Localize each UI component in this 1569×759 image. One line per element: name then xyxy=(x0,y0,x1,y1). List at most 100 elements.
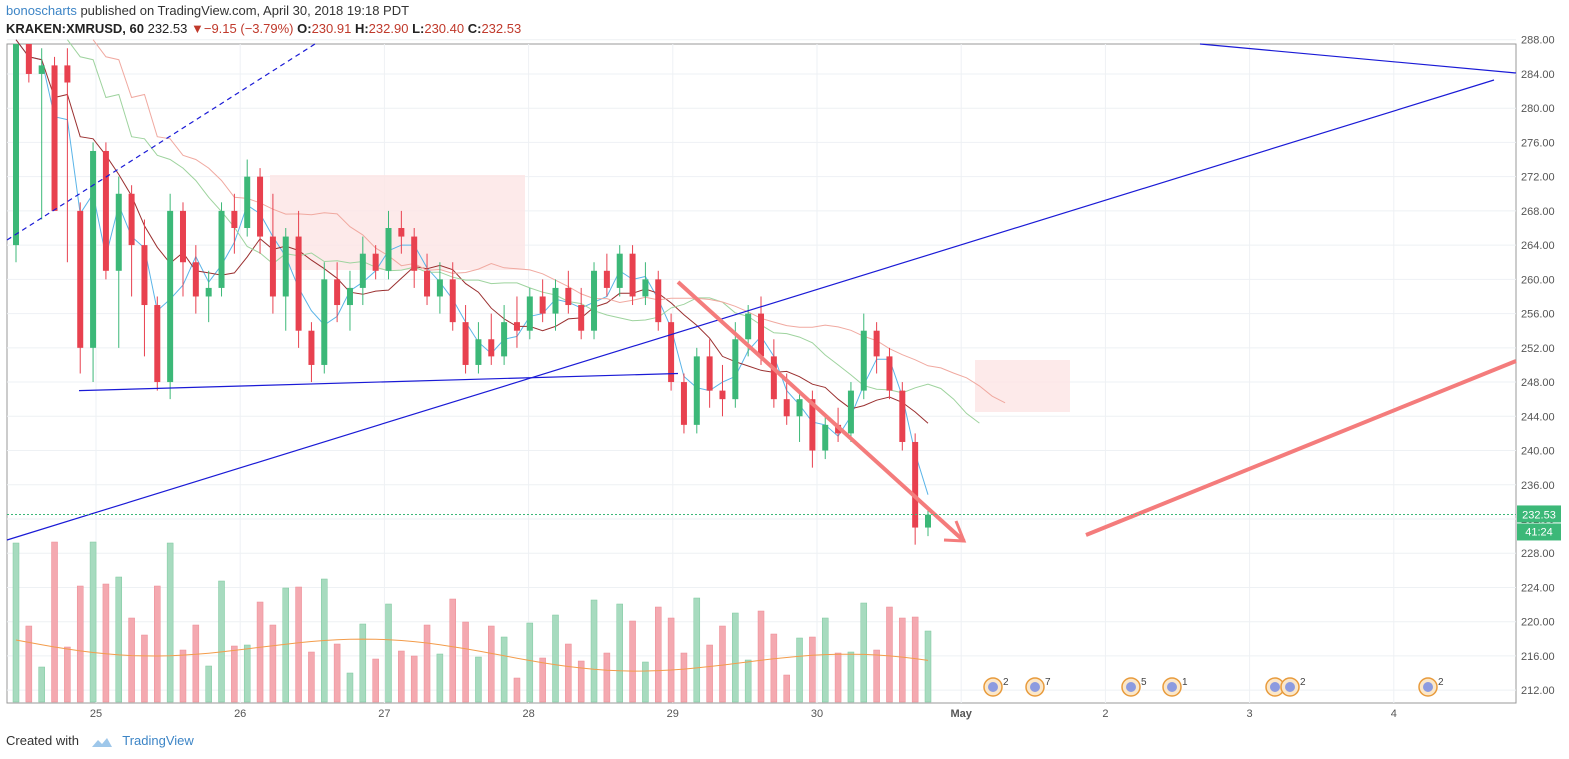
x-tick-label: 25 xyxy=(90,708,102,720)
candle-body xyxy=(295,236,302,331)
candle-body xyxy=(770,356,777,400)
volume-bar xyxy=(552,614,559,703)
candle-body xyxy=(668,322,675,383)
publish-info: bonoscharts published on TradingView.com… xyxy=(6,3,409,18)
candle-body xyxy=(398,228,405,237)
volume-bar xyxy=(462,621,469,703)
candle-body xyxy=(90,150,97,348)
candle-body xyxy=(385,228,392,271)
volume-bar xyxy=(513,677,521,703)
cloud-area xyxy=(270,175,525,270)
volume-bar xyxy=(115,576,123,703)
x-tick-label: 28 xyxy=(522,708,534,720)
volume-bar xyxy=(372,658,379,703)
candle-body xyxy=(899,390,906,442)
countdown-text: 41:24 xyxy=(1525,526,1553,538)
last-price-tag xyxy=(1517,505,1561,523)
us-flag-icon xyxy=(1126,682,1136,692)
x-tick-label: 27 xyxy=(378,708,390,720)
candle-body xyxy=(758,313,765,357)
candle-body xyxy=(886,356,893,391)
volume-bar xyxy=(847,651,855,703)
candle-body xyxy=(475,339,482,365)
candle-body xyxy=(847,390,854,434)
candle-body xyxy=(860,330,867,391)
footer: Created with TradingView xyxy=(6,733,194,748)
volume-bar xyxy=(475,656,482,703)
countdown-tag xyxy=(1517,523,1561,541)
y-tick-label: 264.00 xyxy=(1521,240,1555,252)
tradingview-logo-icon xyxy=(91,737,112,747)
volume-bar xyxy=(642,661,649,703)
candle-body xyxy=(115,193,122,271)
volume-bar xyxy=(243,644,251,703)
volume-bar xyxy=(12,542,20,703)
x-tick-label: 29 xyxy=(667,708,679,720)
volume-bar xyxy=(256,601,264,703)
x-tick-label: 2 xyxy=(1102,708,1108,720)
volume-bar xyxy=(385,603,392,703)
candle-body xyxy=(269,236,276,297)
candle-body xyxy=(231,210,238,229)
volume-ma-line xyxy=(15,638,929,672)
author-link[interactable]: bonoscharts xyxy=(6,3,77,18)
x-tick-label: May xyxy=(950,708,972,720)
volume-bar xyxy=(308,651,315,703)
candle-body xyxy=(192,262,199,297)
volume-bar xyxy=(899,617,906,703)
candle-body xyxy=(680,382,687,425)
tradingview-link[interactable]: TradingView xyxy=(122,733,194,748)
volume-bar xyxy=(346,672,354,703)
volume-bar xyxy=(102,583,110,703)
candle-body xyxy=(873,330,880,357)
candle-body xyxy=(346,287,353,306)
volume-bar xyxy=(410,655,418,703)
candle-body xyxy=(141,245,148,306)
cloud-area xyxy=(975,360,1070,412)
time-axis: 25 26 27 28 29 30 May 2 3 4 xyxy=(90,708,1397,720)
y-tick-label: 272.00 xyxy=(1521,172,1555,184)
volume-bars xyxy=(12,541,932,703)
volume-bar xyxy=(76,585,84,703)
candle-body xyxy=(578,305,585,331)
volume-bar xyxy=(154,585,161,703)
us-flag-icon xyxy=(988,682,998,692)
volume-bar xyxy=(423,624,431,703)
candle-body xyxy=(257,176,264,237)
candle-body xyxy=(179,210,186,263)
candle-body xyxy=(64,65,71,83)
last-price: 232.53 xyxy=(147,21,188,36)
plot-frame xyxy=(6,43,1517,704)
volume-bar xyxy=(873,649,880,703)
volume-bar xyxy=(732,612,739,703)
change-arrow-icon: ▼ xyxy=(190,21,204,36)
volume-bar xyxy=(166,542,174,703)
event-label: 5 xyxy=(1141,677,1147,688)
candle-body xyxy=(334,279,341,306)
y-tick-label: 260.00 xyxy=(1521,274,1555,286)
volume-bar xyxy=(809,636,816,703)
volume-bar xyxy=(757,610,765,703)
candle-body xyxy=(488,339,495,357)
y-tick-label: 284.00 xyxy=(1521,69,1555,81)
volume-bar xyxy=(693,597,701,703)
candle-body xyxy=(501,322,508,357)
volume-bar xyxy=(500,636,508,703)
y-tick-label: 252.00 xyxy=(1521,343,1555,355)
candle-body xyxy=(616,253,623,288)
red-arrow-head-icon xyxy=(943,520,967,543)
volume-bar xyxy=(295,586,302,703)
y-tick-label: 288.00 xyxy=(1521,35,1555,47)
candle-body xyxy=(719,390,726,400)
event-label: 2 xyxy=(1300,677,1306,688)
leading-span-a xyxy=(66,39,980,424)
volume-bar xyxy=(783,674,790,703)
volume-bar xyxy=(565,643,572,703)
candle-body xyxy=(809,399,816,451)
candle-body xyxy=(51,65,58,211)
candle-body xyxy=(565,287,572,306)
candles xyxy=(13,44,931,545)
candle-body xyxy=(205,287,212,297)
volume-bar xyxy=(526,622,534,703)
